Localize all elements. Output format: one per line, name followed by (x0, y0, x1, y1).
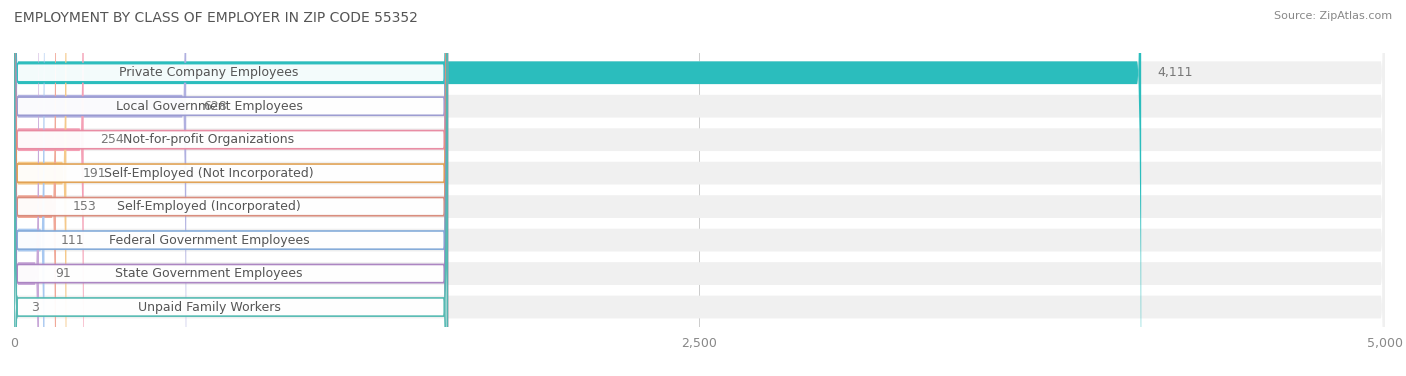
Text: State Government Employees: State Government Employees (115, 267, 302, 280)
FancyBboxPatch shape (14, 0, 186, 376)
Text: 628: 628 (202, 100, 226, 113)
FancyBboxPatch shape (11, 0, 18, 376)
FancyBboxPatch shape (14, 0, 1385, 376)
FancyBboxPatch shape (14, 0, 1385, 376)
FancyBboxPatch shape (14, 0, 39, 376)
FancyBboxPatch shape (14, 0, 447, 376)
FancyBboxPatch shape (14, 0, 447, 376)
Text: Federal Government Employees: Federal Government Employees (108, 233, 309, 247)
FancyBboxPatch shape (14, 0, 1385, 376)
FancyBboxPatch shape (14, 0, 1385, 376)
Text: Source: ZipAtlas.com: Source: ZipAtlas.com (1274, 11, 1392, 21)
Text: 254: 254 (100, 133, 124, 146)
Text: Not-for-profit Organizations: Not-for-profit Organizations (124, 133, 295, 146)
Text: 91: 91 (55, 267, 72, 280)
FancyBboxPatch shape (14, 0, 1142, 376)
FancyBboxPatch shape (14, 0, 447, 376)
Text: Self-Employed (Incorporated): Self-Employed (Incorporated) (117, 200, 301, 213)
FancyBboxPatch shape (14, 0, 1385, 376)
Text: Private Company Employees: Private Company Employees (120, 66, 298, 79)
Text: Unpaid Family Workers: Unpaid Family Workers (138, 300, 280, 314)
Text: EMPLOYMENT BY CLASS OF EMPLOYER IN ZIP CODE 55352: EMPLOYMENT BY CLASS OF EMPLOYER IN ZIP C… (14, 11, 418, 25)
Text: 111: 111 (60, 233, 84, 247)
Text: Local Government Employees: Local Government Employees (115, 100, 302, 113)
FancyBboxPatch shape (14, 0, 56, 376)
FancyBboxPatch shape (14, 0, 447, 376)
FancyBboxPatch shape (14, 0, 447, 376)
FancyBboxPatch shape (14, 0, 84, 376)
Text: 4,111: 4,111 (1157, 66, 1194, 79)
FancyBboxPatch shape (14, 0, 66, 376)
Text: 3: 3 (31, 300, 39, 314)
Text: 153: 153 (73, 200, 96, 213)
FancyBboxPatch shape (14, 0, 447, 376)
Text: Self-Employed (Not Incorporated): Self-Employed (Not Incorporated) (104, 167, 314, 180)
FancyBboxPatch shape (14, 0, 1385, 376)
Text: 191: 191 (83, 167, 107, 180)
FancyBboxPatch shape (14, 0, 447, 376)
FancyBboxPatch shape (14, 0, 1385, 376)
FancyBboxPatch shape (14, 0, 1385, 376)
FancyBboxPatch shape (14, 0, 447, 376)
FancyBboxPatch shape (14, 0, 45, 376)
